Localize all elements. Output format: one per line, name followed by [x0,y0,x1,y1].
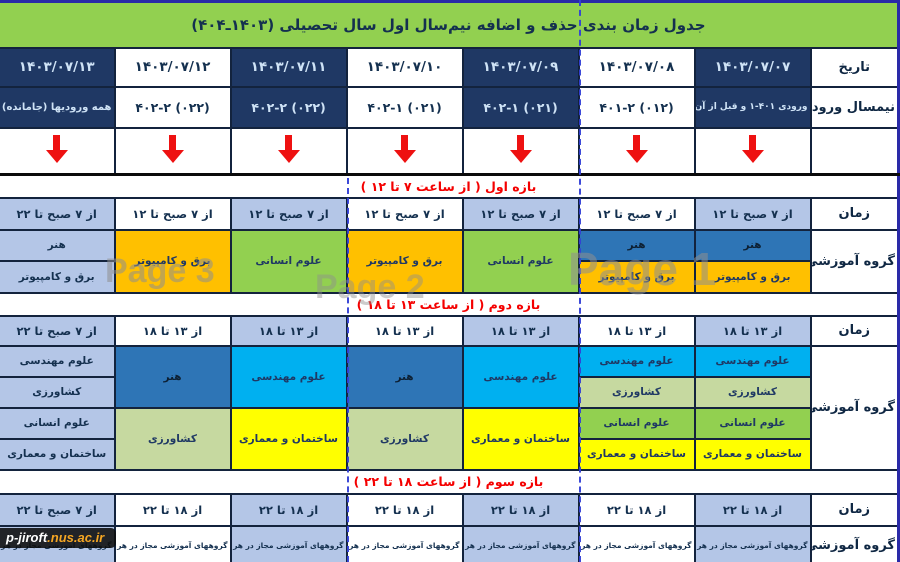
entry-cell: همه ورودیها (جامانده) [0,85,116,129]
row-label-time: زمان [809,196,900,231]
group-cell: هنر [113,344,232,409]
time-cell: از ۷ صبح تا ۱۲ [693,196,812,231]
group-cell: علوم انسانی [461,228,580,294]
group-cell: گروههای آموزشی مجاز در هر روز [693,524,812,562]
time-cell: از ۷ صبح تا ۱۲ [461,196,580,231]
time-cell: از ۱۸ تا ۲۲ [345,492,464,527]
entry-cell: ورودی ۴۰۱-۱ و قبل از آن [693,85,812,129]
group-cell: برق و کامپیوتر [693,260,812,294]
time-cell: از ۷ صبح تا ۱۲ [113,196,232,231]
date-cell: ۱۴۰۳/۰۷/۰۹ [461,46,580,88]
group-cell: ساختمان و معماری [461,406,580,471]
group-cell: کشاورزی [113,406,232,471]
group-cell: علوم انسانی [0,407,116,440]
group-cell: گروههای آموزشی مجاز در هر روز [229,524,348,562]
time-cell: از ۱۳ تا ۱۸ [693,314,812,347]
band-label-second: بازه دوم ( از ساعت ۱۳ تا ۱۸ ) [0,291,900,317]
group-cell: علوم مهندسی [229,344,348,409]
down-arrow-icon [113,126,232,176]
group-cell: هنر [577,228,696,262]
group-cell: کشاورزی [345,406,464,471]
group-cell: ساختمان و معماری [577,438,696,471]
down-arrow-icon [693,126,812,176]
down-arrow-icon [461,126,580,176]
time-cell: از ۱۳ تا ۱۸ [345,314,464,347]
date-cell: ۱۴۰۳/۰۷/۰۷ [693,46,812,88]
group-cell: علوم مهندسی [577,344,696,378]
date-cell: ۱۴۰۳/۰۷/۱۲ [113,46,232,88]
group-cell: علوم مهندسی [461,344,580,409]
row-label-group: گروه آموزشی [809,524,900,562]
group-cell: برق و کامپیوتر [345,228,464,294]
row-label-group: گروه آموزشی [809,228,900,294]
time-cell: از ۱۸ تا ۲۲ [693,492,812,527]
arrow-row-label-spacer [809,126,900,176]
down-arrow-icon [345,126,464,176]
group-cell: علوم انسانی [229,228,348,294]
group-cell: هنر [0,228,116,262]
time-cell: از ۷ صبح تا ۱۲ [345,196,464,231]
group-cell: هنر [693,228,812,262]
row-label-entry-semester: نیمسال ورود [809,85,900,129]
group-cell: برق و کامپیوتر [0,260,116,294]
row-label-time: زمان [809,314,900,347]
down-arrow-icon [577,126,696,176]
time-cell: از ۱۳ تا ۱۸ [577,314,696,347]
group-cell: علوم مهندسی [0,344,116,378]
time-cell: از ۷ صبح تا ۲۲ [0,314,116,347]
date-cell: ۱۴۰۳/۰۷/۱۱ [229,46,348,88]
entry-cell: ‭۴۰۲-۲ (۰۲۲)‬ [229,85,348,129]
time-cell: از ۱۸ تا ۲۲ [577,492,696,527]
group-cell: گروههای آموزشی مجاز در هر روز [0,524,116,562]
time-cell: از ۷ صبح تا ۱۲ [577,196,696,231]
down-arrow-icon [229,126,348,176]
group-cell: علوم انسانی [693,407,812,440]
entry-cell: ‭۴۰۲-۱ (۰۲۱)‬ [461,85,580,129]
time-cell: از ۷ صبح تا ۲۲ [0,492,116,527]
row-label-time: زمان [809,492,900,527]
band-label-first: بازه اول ( از ساعت ۷ تا ۱۲ ) [0,173,900,199]
group-cell: هنر [345,344,464,409]
band-label-third: بازه سوم ( از ساعت ۱۸ تا ۲۲ ) [0,468,900,495]
time-cell: از ۷ صبح تا ۲۲ [0,196,116,231]
date-cell: ۱۴۰۳/۰۷/۱۰ [345,46,464,88]
group-cell: گروههای آموزشی مجاز در هر روز [113,524,232,562]
entry-cell: ‭۴۰۱-۲ (۰۱۲)‬ [577,85,696,129]
time-cell: از ۱۳ تا ۱۸ [229,314,348,347]
date-cell: ۱۴۰۳/۰۷/۰۸ [577,46,696,88]
group-cell: علوم انسانی [577,407,696,440]
time-cell: از ۷ صبح تا ۱۲ [229,196,348,231]
time-cell: از ۱۳ تا ۱۸ [113,314,232,347]
page-title: جدول زمان بندی حذف و اضافه نیم‌سال اول س… [0,0,900,49]
time-cell: از ۱۸ تا ۲۲ [113,492,232,527]
row-label-date: تاریخ [809,46,900,88]
entry-cell: ‭۴۰۲-۱ (۰۲۱)‬ [345,85,464,129]
group-cell: کشاورزی [577,376,696,409]
group-cell: کشاورزی [693,376,812,409]
group-cell: ساختمان و معماری [693,438,812,471]
group-cell: گروههای آموزشی مجاز در هر روز [461,524,580,562]
group-cell: برق و کامپیوتر [577,260,696,294]
entry-cell: ‭۴۰۲-۲ (۰۲۲)‬ [113,85,232,129]
group-cell: ساختمان و معماری [229,406,348,471]
group-cell: گروههای آموزشی مجاز در هر روز [345,524,464,562]
group-cell: گروههای آموزشی مجاز در هر روز [577,524,696,562]
time-cell: از ۱۸ تا ۲۲ [461,492,580,527]
time-cell: از ۱۳ تا ۱۸ [461,314,580,347]
row-label-group: گروه آموزشی [809,344,900,471]
group-cell: برق و کامپیوتر [113,228,232,294]
group-cell: کشاورزی [0,376,116,409]
time-cell: از ۱۸ تا ۲۲ [229,492,348,527]
date-cell: ۱۴۰۳/۰۷/۱۳ [0,46,116,88]
group-cell: ساختمان و معماری [0,438,116,471]
down-arrow-icon [0,126,116,176]
group-cell: علوم مهندسی [693,344,812,378]
